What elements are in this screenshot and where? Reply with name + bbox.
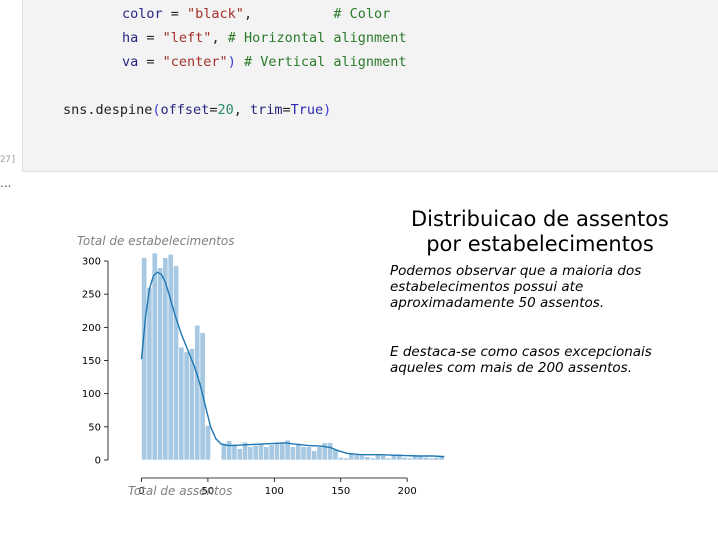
- histogram-bar-6: [173, 265, 179, 461]
- x-tick-label-200: 200: [398, 486, 417, 497]
- histogram-bar-38: [343, 457, 350, 461]
- x-tick-label-100: 100: [265, 486, 284, 497]
- histogram-bar-5: [167, 254, 174, 461]
- histogram-bar-20: [247, 446, 254, 461]
- code-cell[interactable]: color = "black", # Color ha = "left", # …: [22, 0, 718, 172]
- histogram-bar-26: [279, 441, 286, 461]
- code-line-ha: ha = "left", # Horizontal alignment: [122, 30, 407, 46]
- histogram-bar-39: [348, 453, 355, 461]
- histogram-bar-7: [178, 346, 185, 461]
- kde-line: [140, 271, 445, 458]
- execution-count: 27]: [0, 155, 17, 165]
- code-line-va: va = "center") # Vertical alignment: [122, 54, 407, 70]
- annotation-majority-line2: estabelecimentos possui ate: [390, 279, 584, 295]
- chart-title-line2: por estabelecimentos: [426, 232, 654, 256]
- histogram-bar-2: [151, 252, 158, 461]
- histogram-bar-32: [311, 450, 318, 461]
- histogram-bar-12: [204, 425, 211, 461]
- y-tick-label-200: 200: [82, 323, 101, 334]
- annotation-exceptions-line1: E destaca-se como casos excepcionais: [390, 344, 652, 360]
- y-tick-label-150: 150: [82, 356, 101, 367]
- histogram-bar-15: [220, 443, 227, 461]
- histogram-bar-22: [258, 443, 265, 461]
- histogram-bar-48: [396, 453, 403, 461]
- histogram-bar-55: [433, 457, 440, 461]
- histogram-bar-25: [274, 443, 280, 461]
- histogram-bar-37: [337, 457, 344, 461]
- annotation-exceptions-line2: aqueles com mais de 200 assentos.: [390, 360, 633, 376]
- histogram-bar-44: [374, 454, 381, 461]
- annotation-majority: Podemos observar que a maioria dos estab…: [390, 263, 641, 311]
- y-tick-label-250: 250: [82, 290, 101, 301]
- x-axis-label: Total de assentos: [128, 484, 233, 498]
- histogram-bar-17: [231, 443, 238, 461]
- y-tick-label-300: 300: [82, 257, 101, 268]
- histogram-bar-29: [295, 443, 302, 461]
- x-tick-label-150: 150: [331, 486, 350, 497]
- histogram-bar-50: [406, 457, 413, 461]
- chart-title: Distribuicao de assentos por estabelecim…: [380, 207, 700, 257]
- histogram-bar-18: [236, 448, 243, 461]
- histogram-bar-8: [183, 351, 190, 461]
- histogram-bar-54: [428, 457, 435, 461]
- histogram-bar-46: [385, 457, 392, 461]
- annotation-majority-line1: Podemos observar que a maioria dos: [390, 263, 642, 279]
- histogram-bar-0: [141, 257, 148, 461]
- y-tick-label-100: 100: [82, 389, 101, 400]
- histogram-bar-42: [364, 456, 371, 461]
- histogram-bar-1: [146, 287, 153, 461]
- y-tick-label-0: 0: [95, 456, 101, 467]
- y-tick-label-50: 50: [88, 422, 101, 433]
- histogram-bar-45: [380, 455, 387, 461]
- histogram-bar-33: [316, 446, 323, 461]
- code-line-despine: sns.despine(offset=20, trim=True): [63, 102, 332, 118]
- x-tick-label-50: 50: [202, 486, 215, 497]
- histogram-bar-16: [226, 440, 233, 461]
- histogram-bar-10: [194, 325, 201, 461]
- annotation-majority-line3: aproximadamente 50 assentos.: [390, 295, 605, 311]
- code-line-color: color = "black", # Color: [122, 6, 391, 22]
- histogram-bar-24: [268, 444, 275, 461]
- histogram-bar-40: [353, 454, 360, 461]
- y-axis-label: Total de estabelecimentos: [77, 234, 235, 248]
- output-ellipsis[interactable]: ...: [0, 176, 12, 190]
- histogram-bar-30: [300, 446, 307, 461]
- histogram-bar-56: [438, 455, 445, 461]
- histogram-bar-34: [321, 442, 328, 461]
- histogram-bar-28: [289, 446, 296, 461]
- annotation-exceptions: E destaca-se como casos excepcionais aqu…: [390, 344, 652, 376]
- histogram-bar-53: [422, 457, 429, 461]
- histogram-bar-49: [401, 457, 408, 461]
- histogram-bar-3: [157, 267, 164, 461]
- histogram-bar-35: [327, 442, 334, 461]
- chart-title-line1: Distribuicao de assentos: [411, 207, 669, 231]
- x-tick-label-0: 0: [138, 486, 144, 497]
- histogram-bar-43: [369, 457, 376, 461]
- histogram-bar-41: [359, 455, 365, 461]
- histogram-bar-21: [252, 445, 259, 461]
- histogram-bar-31: [305, 446, 312, 461]
- histogram-bar-23: [263, 446, 270, 461]
